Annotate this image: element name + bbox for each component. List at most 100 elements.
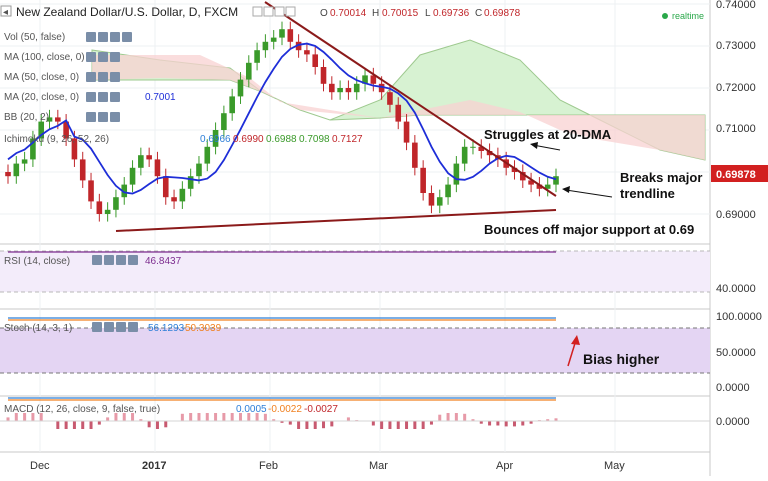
macd-hist-bar (322, 421, 326, 429)
candle-body (478, 146, 485, 151)
candle-body (378, 83, 385, 93)
macd-hist-bar (89, 421, 93, 429)
ichimoku-value-5: 0.7127 (332, 134, 363, 145)
macd-hist-bar (421, 421, 425, 429)
candle-body (71, 138, 78, 160)
rsi-value: 46.8437 (145, 256, 182, 267)
macd-hist-bar (429, 421, 433, 425)
candle-body (212, 130, 219, 147)
price-tick: 0.73000 (716, 40, 756, 52)
time-tick: 2017 (142, 460, 166, 472)
candle-body (353, 83, 360, 93)
candle-body (179, 188, 186, 202)
candle-body (79, 159, 86, 181)
collapse-icon: ◂ (3, 7, 8, 18)
support-trendline (115, 209, 557, 232)
macd-hist-bar (504, 421, 508, 427)
macd-hist-bar (64, 421, 68, 429)
candle-body (55, 117, 61, 122)
candle-body (279, 29, 285, 38)
candle-body (254, 50, 260, 63)
macd-hist-bar (471, 419, 475, 421)
realtime-label: realtime (672, 11, 704, 21)
open-label: O (320, 8, 328, 19)
candle-body (486, 151, 493, 156)
macd-hist-bar (297, 421, 301, 429)
legend-buttons[interactable] (86, 32, 132, 122)
realtime-dot-icon (662, 13, 668, 19)
candle-body (30, 138, 36, 160)
candle-body (229, 96, 235, 114)
stoch-d-value: 50.3039 (185, 323, 222, 334)
macd-hist-bar (288, 421, 292, 425)
candle-body (171, 197, 177, 202)
bias-arrow-head (571, 335, 580, 345)
time-tick: Apr (496, 460, 513, 472)
low-label: L (425, 8, 431, 19)
macd-axis-tick: 0.0000 (716, 416, 750, 428)
candle-body (544, 184, 551, 189)
annotation-breaks-2: trendline (620, 186, 675, 201)
candle-body (329, 83, 335, 93)
time-tick: Dec (30, 460, 50, 472)
macd-hist-bar (454, 413, 458, 421)
stoch-label: Stoch (14, 3, 1) (4, 323, 72, 334)
open-value: 0.70014 (330, 8, 367, 19)
macd-hist-bar (214, 413, 218, 421)
macd-hist-bar (488, 421, 492, 426)
annotation-struggles: Struggles at 20-DMA (484, 127, 612, 142)
price-tick: 0.71000 (716, 123, 756, 135)
rsi-buttons[interactable] (92, 255, 138, 265)
candle-body (287, 29, 294, 42)
time-tick: Feb (259, 460, 278, 472)
vol-label: Vol (50, false) (4, 32, 65, 43)
macd-hist-bar (272, 419, 276, 421)
symbol-title: New Zealand Dollar/U.S. Dollar, D, FXCM (16, 5, 238, 19)
macd-hist-bar (371, 421, 375, 426)
price-tag (711, 165, 768, 182)
macd-hist-bar (39, 413, 43, 421)
macd-hist-bar (97, 421, 101, 425)
candle-body (187, 176, 194, 189)
macd-hist-bar (106, 417, 110, 421)
time-tick: Mar (369, 460, 388, 472)
macd-hist-bar (313, 421, 317, 429)
struggles-arrow-head (530, 142, 538, 149)
close-label: C (475, 8, 482, 19)
candle-body (387, 92, 393, 105)
macd-hist-bar (23, 413, 27, 421)
breaks-arrow-head (562, 186, 570, 193)
candle-body (245, 62, 252, 80)
macd-hist-bar (463, 413, 467, 421)
candle-body (304, 50, 310, 55)
macd-hist-bar (446, 413, 450, 421)
candle-body (162, 176, 169, 198)
ichimoku-value-1: 0.6966 (200, 134, 231, 145)
macd-hist-bar (164, 421, 168, 428)
price-tag-value: 0.69878 (716, 169, 756, 181)
candle-body (121, 184, 128, 198)
stoch-buttons[interactable] (92, 322, 138, 332)
macd-hist-bar (197, 413, 201, 421)
macd-hist-bar (147, 421, 151, 428)
macd-hist-bar (14, 413, 18, 421)
candle-body (204, 146, 211, 164)
candle-body (536, 184, 543, 189)
candle-body (38, 121, 45, 139)
collapse-button[interactable] (0, 5, 12, 17)
macd-hist-bar (230, 413, 234, 421)
macd-hist-bar (346, 417, 350, 421)
candle-body (154, 159, 161, 177)
ma20-line (7, 42, 557, 195)
stoch-band (0, 328, 710, 373)
candle-body (129, 167, 136, 185)
ichimoku-value-3: 0.6988 (266, 134, 297, 145)
candle-body (5, 172, 11, 177)
candle-body (262, 41, 269, 51)
header-buttons[interactable] (252, 6, 296, 17)
candle-body (345, 88, 352, 93)
macd-hist-bar (72, 421, 76, 429)
macd-hist-bar (131, 413, 135, 421)
macd-hist-bar (529, 421, 533, 424)
